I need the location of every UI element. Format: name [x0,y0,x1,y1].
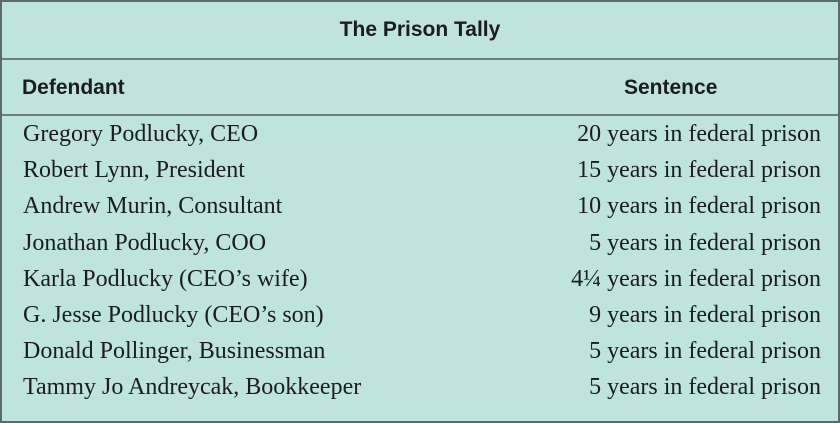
defendant-cell: Jonathan Podlucky, COO [23,229,267,256]
defendant-cell: Robert Lynn, President [23,157,245,184]
sentence-cell: 5 years in federal prison [589,229,821,256]
defendant-cell: Tammy Jo Andreycak, Bookkeeper [23,374,362,401]
sentence-cell: 5 years in federal prison [589,338,821,365]
table-row: Jonathan Podlucky, COO 5 years in federa… [2,230,838,266]
table-body: Gregory Podlucky, CEO 20 years in federa… [2,121,838,411]
table-row: Karla Podlucky (CEO’s wife) 4¼ years in … [2,266,838,302]
sentence-cell: 5 years in federal prison [589,374,821,401]
table-header-row: Defendant Sentence [2,60,838,118]
defendant-cell: Gregory Podlucky, CEO [23,121,259,147]
table-row: G. Jesse Podlucky (CEO’s son) 9 years in… [2,302,838,338]
table-title: The Prison Tally [339,18,501,41]
sentence-cell: 4¼ years in federal prison [571,265,821,292]
column-header-defendant: Defendant [22,76,125,99]
table-row: Gregory Podlucky, CEO 20 years in federa… [2,121,838,157]
table-row: Donald Pollinger, Businessman 5 years in… [2,338,838,374]
defendant-cell: Andrew Murin, Consultant [23,193,283,220]
table-row: Robert Lynn, President 15 years in feder… [2,157,838,193]
title-divider [2,58,838,60]
sentence-cell: 15 years in federal prison [577,157,821,184]
column-header-sentence: Sentence [624,76,718,99]
header-divider [2,114,838,116]
table-row: Andrew Murin, Consultant 10 years in fed… [2,193,838,229]
defendant-cell: Karla Podlucky (CEO’s wife) [23,265,308,292]
sentence-cell: 20 years in federal prison [577,121,821,147]
defendant-cell: Donald Pollinger, Businessman [23,338,326,365]
sentence-cell: 10 years in federal prison [577,193,821,220]
defendant-cell: G. Jesse Podlucky (CEO’s son) [23,301,324,328]
sentence-cell: 9 years in federal prison [589,301,821,328]
table-row: Tammy Jo Andreycak, Bookkeeper 5 years i… [2,374,838,410]
